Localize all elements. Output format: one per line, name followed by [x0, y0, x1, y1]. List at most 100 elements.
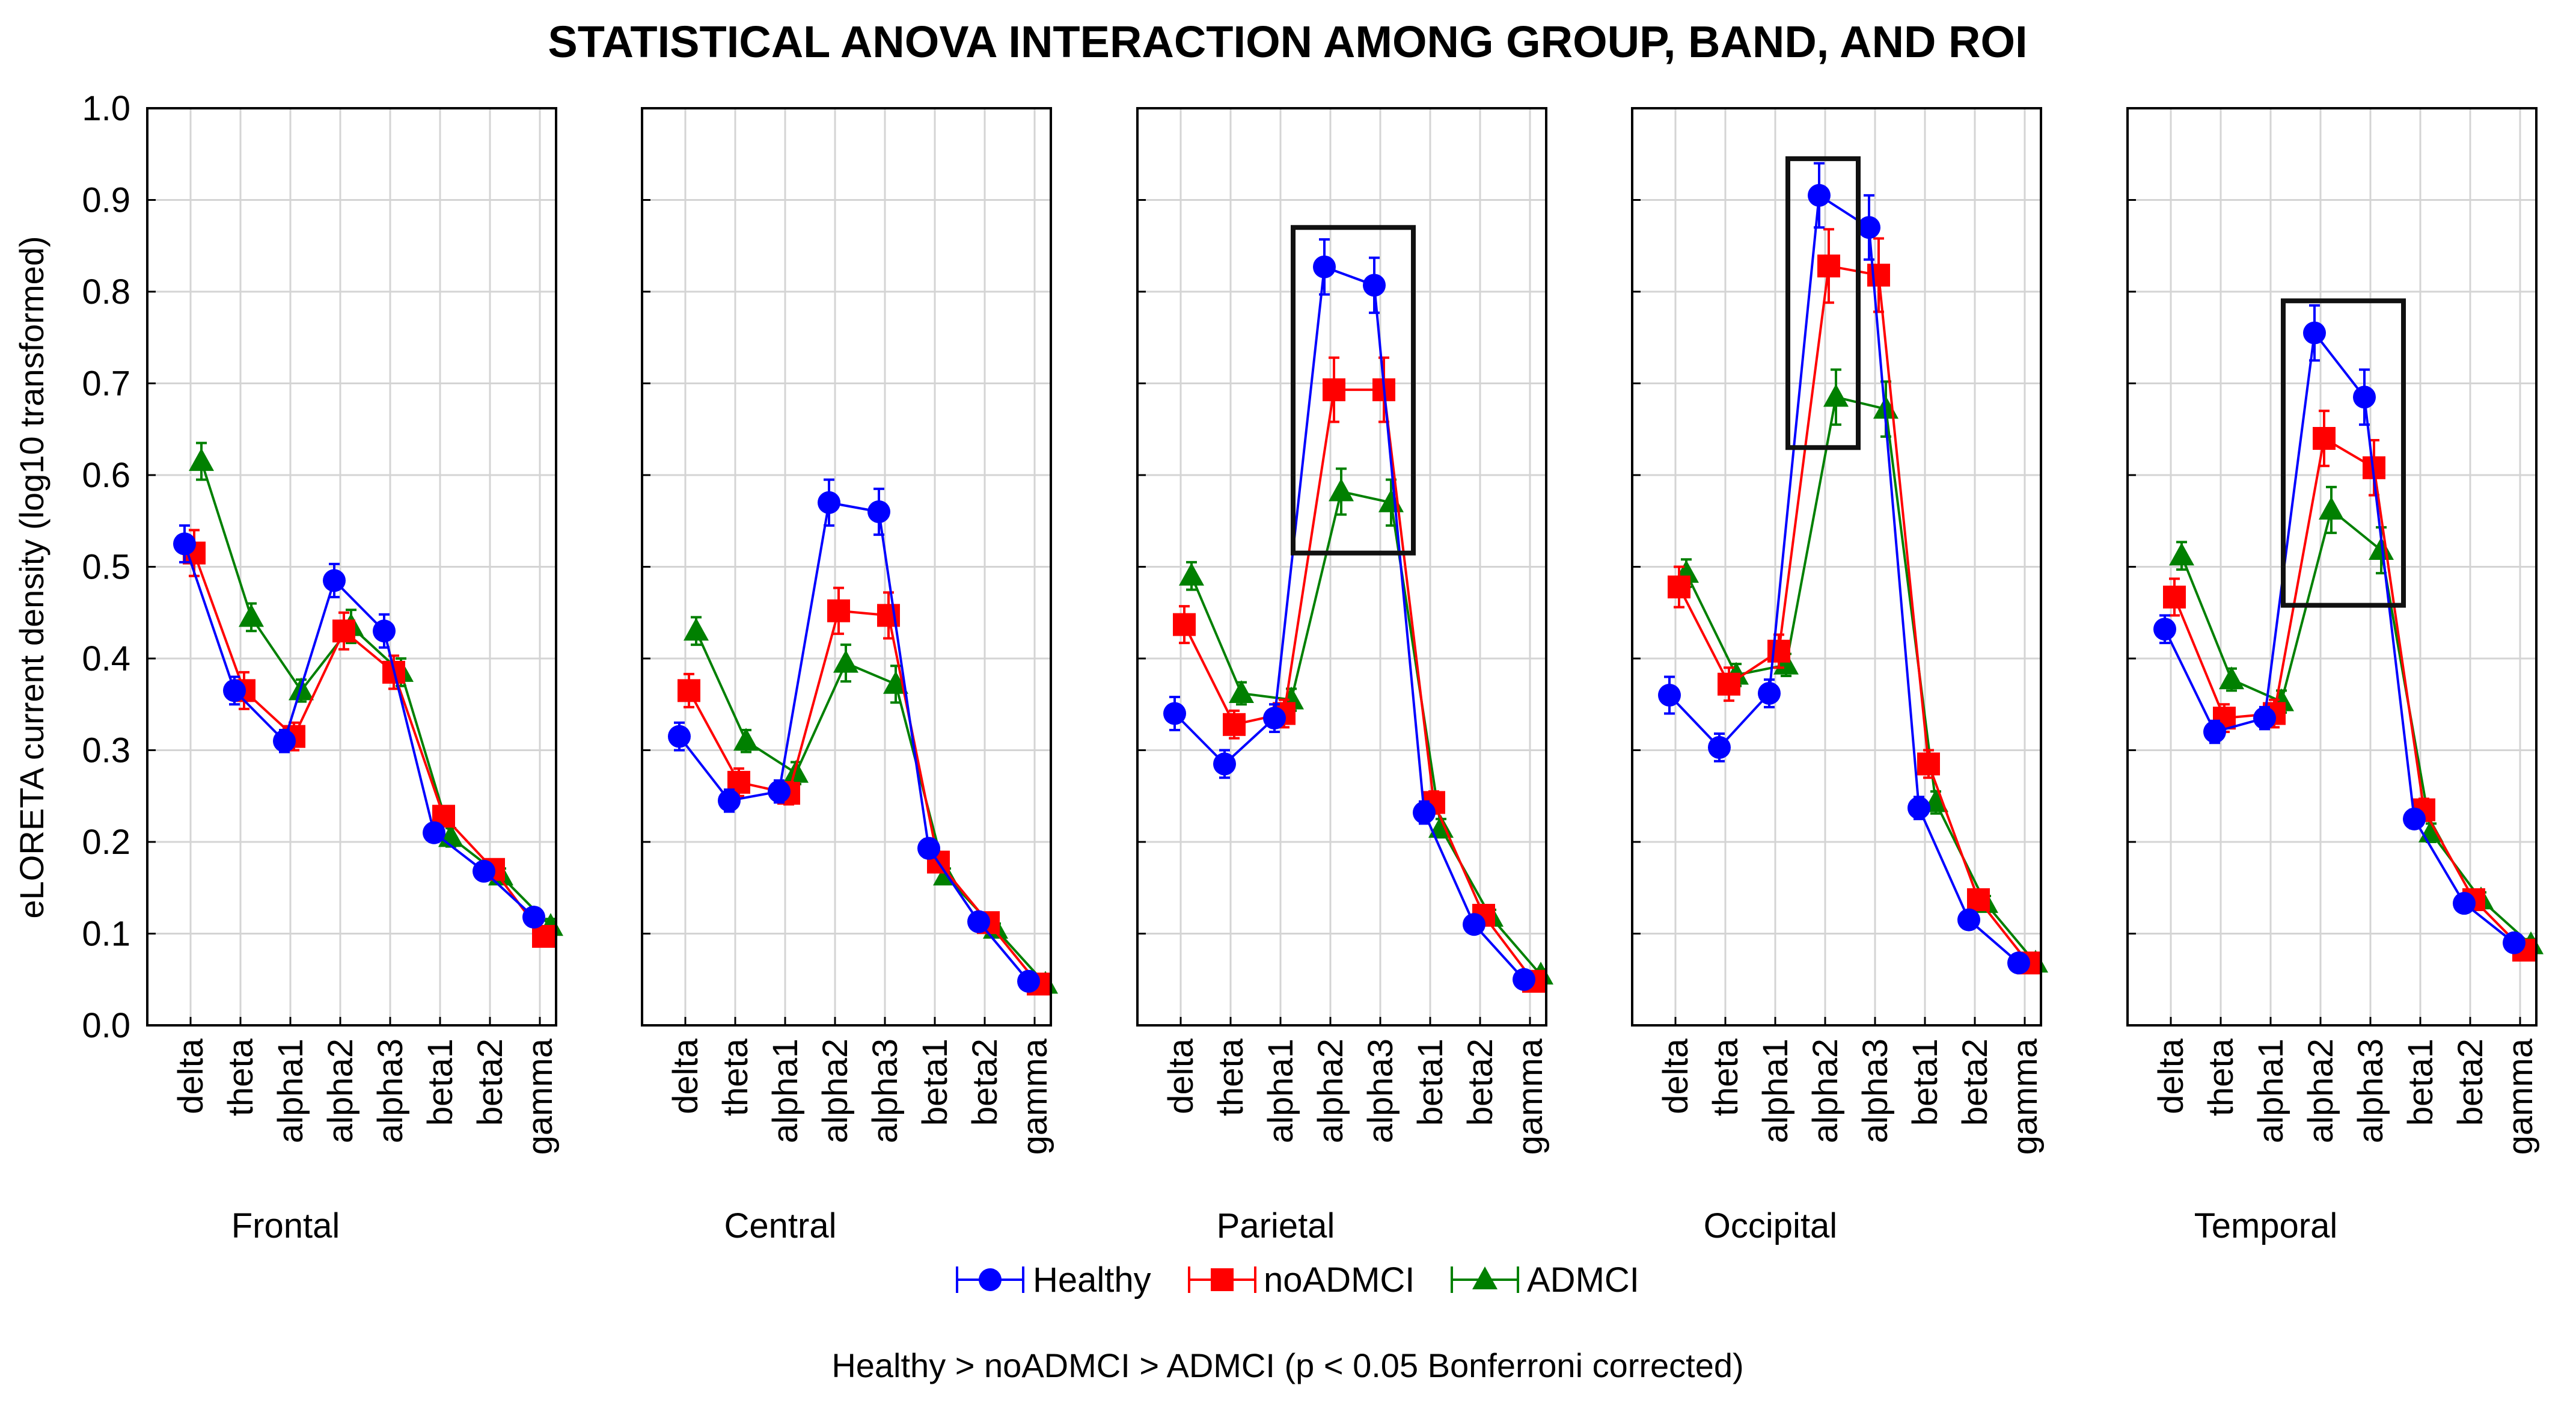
legend-marker: [1472, 1266, 1498, 1289]
data-point: [223, 679, 246, 702]
x-tick-label: beta1: [1906, 1039, 1945, 1126]
y-axis-ticks: 0.0 0.1 0.2 0.3 0.4 0.5 0.6 0.7 0.8 0.9 1.0: [82, 89, 130, 1045]
data-point: [1668, 576, 1690, 599]
legend-label: ADMCI: [1527, 1260, 1639, 1300]
x-tick-label: alpha1: [1261, 1039, 1300, 1143]
x-tick-label: gamma: [2005, 1038, 2045, 1155]
panel-temporal: delta theta alpha1 alpha2 alpha3 beta1 beta2 ga…: [2126, 107, 2544, 1245]
x-tick-label: beta2: [965, 1039, 1005, 1126]
x-tick-label: alpha3: [2351, 1039, 2390, 1143]
x-tick-label: theta: [2201, 1038, 2241, 1116]
data-point: [1967, 888, 1990, 912]
panel-frame: [146, 107, 557, 1027]
x-tick-label: beta2: [1461, 1039, 1500, 1126]
legend-marker: [979, 1268, 1002, 1291]
y-axis-label: eLORETA current density (log10 transform…: [13, 236, 50, 918]
chart-panels: delta theta alpha1 alpha2 alpha3 beta1 beta2 ga…: [146, 107, 2544, 1245]
data-point: [1413, 801, 1436, 824]
data-point: [2169, 542, 2194, 566]
data-point: [2313, 427, 2336, 450]
x-tick-label: theta: [1211, 1038, 1250, 1116]
chart-title: STATISTICAL ANOVA INTERACTION AMONG GROU…: [548, 17, 2027, 67]
data-point: [2163, 585, 2186, 609]
data-point: [2353, 385, 2376, 409]
grid: [147, 107, 556, 1027]
y-axis-label-group: eLORETA current density (log10 transform…: [13, 236, 50, 918]
data-point: [373, 619, 396, 643]
data-point: [1173, 613, 1196, 636]
x-tick-label: beta2: [2451, 1039, 2490, 1126]
data-point: [1263, 707, 1286, 730]
series-line: [2173, 436, 2525, 951]
data-point: [1179, 562, 1204, 586]
data-point: [1323, 378, 1345, 402]
y-tick-label: 0.8: [82, 272, 130, 312]
x-tick-label: alpha1: [1756, 1039, 1795, 1143]
legend: Healthy noADMCI ADMCI: [956, 1260, 1639, 1300]
x-tick-label: gamma: [2501, 1038, 2540, 1155]
x-tick-label: beta1: [1411, 1039, 1450, 1126]
x-tick-label: alpha3: [1361, 1039, 1400, 1143]
y-tick-label: 0.3: [82, 731, 130, 770]
series-healthy: [2153, 304, 2526, 954]
data-point: [1758, 681, 1781, 705]
data-point: [827, 599, 850, 622]
data-point: [1213, 752, 1236, 776]
x-tick-label: theta: [1706, 1038, 1745, 1116]
y-tick-label: 0.5: [82, 548, 130, 587]
series-line: [1668, 193, 2020, 964]
data-point: [1817, 254, 1840, 278]
x-tick-label: delta: [1161, 1038, 1201, 1114]
legend-item-noadmci: noADMCI: [1188, 1260, 1415, 1300]
data-point: [818, 491, 840, 514]
series-line: [1183, 388, 1535, 983]
panel-occipital: delta theta alpha1 alpha2 alpha3 beta1 beta2 ga…: [1631, 107, 2048, 1245]
footnote: Healthy > noADMCI > ADMCI (p < 0.05 Bonf…: [831, 1346, 1743, 1384]
data-point: [1708, 735, 1731, 759]
y-tick-label: 0.4: [82, 639, 130, 678]
data-point: [189, 448, 214, 471]
panel-frame: [2126, 107, 2538, 1027]
x-tick-label: alpha3: [1856, 1039, 1895, 1143]
data-point: [2453, 892, 2476, 915]
x-tick-label: beta1: [421, 1039, 460, 1126]
data-point: [684, 618, 709, 641]
legend-item-admci: ADMCI: [1451, 1260, 1639, 1300]
y-tick-label: 0.6: [82, 456, 130, 495]
data-point: [1313, 255, 1336, 278]
x-tick-label: theta: [716, 1038, 755, 1116]
data-point: [532, 925, 555, 948]
data-point: [173, 532, 196, 556]
x-tick-label: alpha3: [866, 1039, 905, 1143]
data-point: [1858, 216, 1880, 239]
legend-item-healthy: Healthy: [956, 1260, 1151, 1300]
x-tick-label: theta: [221, 1038, 260, 1116]
data-point: [323, 569, 346, 592]
roi-label: Occipital: [1704, 1206, 1837, 1245]
x-tick-label: gamma: [1015, 1038, 1054, 1155]
panel-frontal: delta theta alpha1 alpha2 alpha3 beta1 beta2 ga…: [146, 107, 563, 1245]
data-point: [473, 859, 495, 883]
x-tick-label: beta2: [1956, 1039, 1995, 1126]
series-line: [1678, 264, 2030, 964]
data-point: [2503, 931, 2526, 954]
data-point: [1513, 968, 1535, 991]
y-tick-label: 1.0: [82, 89, 130, 128]
x-tick-label: alpha3: [371, 1039, 410, 1143]
data-point: [1363, 274, 1386, 297]
x-tick-label: gamma: [1511, 1038, 1550, 1155]
data-point: [678, 679, 700, 702]
x-tick-label: beta1: [916, 1039, 955, 1126]
grid: [642, 107, 1051, 1027]
data-point: [2153, 618, 2176, 641]
roi-label: Parietal: [1217, 1206, 1335, 1245]
data-point: [1917, 752, 1940, 776]
data-point: [1823, 384, 1849, 407]
x-tick-label: delta: [666, 1038, 705, 1114]
data-point: [867, 500, 890, 523]
data-point: [1658, 684, 1681, 707]
x-tick-label: delta: [171, 1038, 210, 1114]
data-point: [1957, 908, 1980, 932]
data-point: [668, 725, 691, 748]
